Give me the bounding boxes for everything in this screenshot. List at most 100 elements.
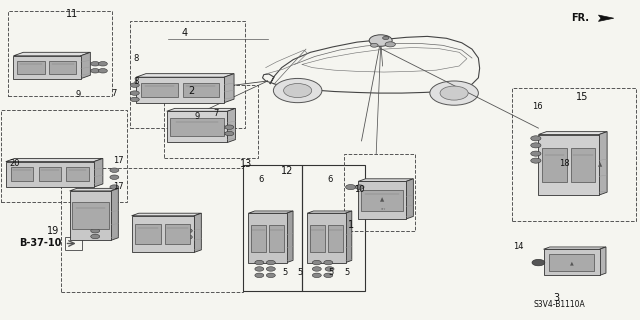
Text: 7: 7 xyxy=(213,109,219,118)
Text: 8: 8 xyxy=(133,77,139,86)
Bar xyxy=(1,110,127,202)
Polygon shape xyxy=(132,213,202,216)
Circle shape xyxy=(383,36,389,40)
Polygon shape xyxy=(136,74,234,77)
Text: ▲: ▲ xyxy=(570,260,573,266)
Bar xyxy=(67,167,89,181)
Circle shape xyxy=(91,61,100,66)
Circle shape xyxy=(216,131,225,136)
Text: 8: 8 xyxy=(133,53,139,62)
Bar xyxy=(136,224,161,244)
Polygon shape xyxy=(6,158,103,162)
Polygon shape xyxy=(406,179,413,219)
Text: 10: 10 xyxy=(355,185,365,194)
Circle shape xyxy=(110,175,119,180)
Circle shape xyxy=(183,235,192,239)
Circle shape xyxy=(324,273,333,277)
Polygon shape xyxy=(248,211,293,213)
Text: 6: 6 xyxy=(327,175,332,184)
Bar xyxy=(570,148,595,182)
Circle shape xyxy=(91,234,100,239)
Bar xyxy=(361,190,403,211)
Text: 15: 15 xyxy=(575,92,588,102)
Circle shape xyxy=(312,267,321,271)
Text: 11: 11 xyxy=(66,9,78,19)
Polygon shape xyxy=(81,52,90,79)
Polygon shape xyxy=(227,108,236,142)
Circle shape xyxy=(532,260,545,266)
Circle shape xyxy=(225,125,234,129)
Polygon shape xyxy=(307,211,352,213)
Text: 1: 1 xyxy=(348,220,354,230)
Bar xyxy=(269,225,285,252)
Text: B-37-10: B-37-10 xyxy=(19,238,61,248)
Circle shape xyxy=(91,221,100,226)
Polygon shape xyxy=(167,111,227,142)
Circle shape xyxy=(225,131,234,136)
Text: 5: 5 xyxy=(329,268,334,277)
Bar xyxy=(164,85,258,158)
Bar xyxy=(49,61,77,74)
Circle shape xyxy=(324,260,333,265)
Circle shape xyxy=(355,185,364,189)
Circle shape xyxy=(266,267,275,271)
Polygon shape xyxy=(358,181,406,219)
Circle shape xyxy=(325,267,334,271)
Circle shape xyxy=(183,228,192,233)
Bar xyxy=(548,254,595,271)
Polygon shape xyxy=(13,56,81,79)
Text: S3V4-B1110A: S3V4-B1110A xyxy=(534,300,586,308)
Circle shape xyxy=(175,235,184,239)
Text: 19: 19 xyxy=(47,226,59,236)
Circle shape xyxy=(531,158,541,163)
Bar xyxy=(164,224,191,244)
Circle shape xyxy=(255,260,264,265)
Text: 5: 5 xyxy=(282,268,287,277)
Polygon shape xyxy=(358,179,413,181)
Polygon shape xyxy=(598,15,614,21)
Polygon shape xyxy=(538,134,599,195)
Bar xyxy=(130,21,244,128)
Circle shape xyxy=(371,44,378,47)
Text: 6: 6 xyxy=(259,175,264,184)
Text: ▲: ▲ xyxy=(380,197,385,202)
Bar xyxy=(302,165,365,291)
Bar xyxy=(72,202,109,229)
Circle shape xyxy=(284,84,312,98)
Circle shape xyxy=(273,78,322,103)
Bar xyxy=(542,148,567,182)
Bar xyxy=(61,168,243,292)
Polygon shape xyxy=(224,74,234,103)
Bar xyxy=(170,118,224,136)
Bar xyxy=(511,88,636,220)
Circle shape xyxy=(131,97,140,102)
Polygon shape xyxy=(194,213,202,252)
Circle shape xyxy=(312,260,321,265)
Polygon shape xyxy=(538,132,607,134)
Polygon shape xyxy=(136,77,224,103)
Bar xyxy=(38,167,61,181)
Bar xyxy=(344,154,415,231)
Circle shape xyxy=(131,91,140,95)
Text: 9: 9 xyxy=(195,112,200,121)
Circle shape xyxy=(440,86,468,100)
Polygon shape xyxy=(6,162,94,187)
Circle shape xyxy=(91,228,100,233)
Text: 3: 3 xyxy=(553,293,559,303)
Circle shape xyxy=(531,143,541,148)
Polygon shape xyxy=(94,158,103,187)
Circle shape xyxy=(266,260,275,265)
Text: 16: 16 xyxy=(532,102,543,111)
Circle shape xyxy=(175,228,184,233)
Text: 18: 18 xyxy=(559,159,569,168)
Text: ▾▾▾: ▾▾▾ xyxy=(381,207,387,212)
Polygon shape xyxy=(111,188,118,240)
Text: 4: 4 xyxy=(182,28,188,37)
Text: ▲: ▲ xyxy=(598,162,602,167)
Text: 9: 9 xyxy=(76,90,81,99)
Bar xyxy=(310,225,325,252)
Polygon shape xyxy=(70,188,118,191)
Polygon shape xyxy=(543,247,606,249)
Text: 20: 20 xyxy=(10,159,20,168)
Bar xyxy=(183,83,219,97)
